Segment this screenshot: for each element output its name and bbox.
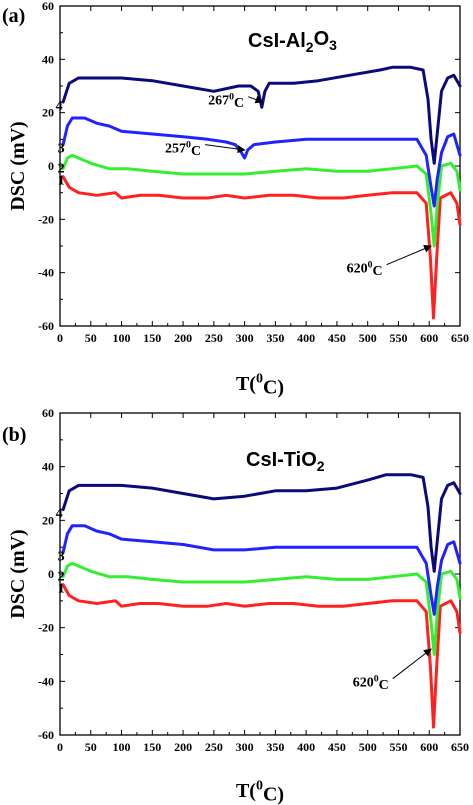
panel-label: (a) <box>2 5 25 27</box>
x-tick-label: 600 <box>420 331 438 345</box>
peak-annotation: 2570C <box>165 139 201 159</box>
plot-frame <box>59 5 461 327</box>
series-line-4 <box>61 473 462 573</box>
annotation-arrow <box>205 144 246 154</box>
x-tick-label: 150 <box>143 740 161 754</box>
y-tick-label: 40 <box>42 460 54 474</box>
x-axis-label: T(0C) <box>236 371 284 398</box>
x-tick-label: 0 <box>57 740 63 754</box>
chart-title: CsI-TiO2 <box>246 449 325 474</box>
y-tick-label: 20 <box>42 106 54 120</box>
x-tick-label: 350 <box>266 740 284 754</box>
x-tick-label: 650 <box>451 740 469 754</box>
peak-annotation: 2670C <box>208 91 244 111</box>
chart-panel-b: 0 50 100 150 200 250 300 350 400 450 500 550 600 650-… <box>2 406 469 754</box>
x-tick-label: 650 <box>451 331 469 345</box>
x-tick-label: 400 <box>297 331 315 345</box>
x-tick-label: 250 <box>205 331 223 345</box>
peak-annotation: 6200C <box>347 259 383 279</box>
chart-panel-a: 0 50 100 150 200 250 300 350 400 450 500 550 600 650-… <box>2 0 469 345</box>
y-axis-label: DSC (mV) <box>7 529 29 618</box>
chart-title: CsI-Al2O3 <box>248 28 337 55</box>
x-tick-label: 300 <box>236 331 254 345</box>
x-tick-label: 50 <box>85 740 97 754</box>
y-tick-label: -40 <box>38 674 54 688</box>
y-tick-label: 20 <box>42 513 54 527</box>
y-tick-label: -40 <box>38 266 54 280</box>
curve-label-2: 2 <box>58 162 65 177</box>
x-tick-label: 250 <box>205 740 223 754</box>
annotation-arrow <box>392 648 432 680</box>
curve-label-1: 1 <box>58 174 65 189</box>
x-tick-label: 550 <box>389 331 407 345</box>
curve-label-1: 1 <box>58 582 65 597</box>
y-tick-label: -20 <box>38 212 54 226</box>
y-axis-label: DSC (mV) <box>7 121 29 210</box>
series-line-1 <box>61 583 462 729</box>
x-tick-label: 100 <box>113 331 131 345</box>
curve-label-3: 3 <box>58 142 65 157</box>
y-tick-label: -20 <box>38 621 54 635</box>
peak-annotation: 6200C <box>353 673 389 693</box>
y-tick-label: 0 <box>48 159 54 173</box>
x-tick-label: 500 <box>359 740 377 754</box>
series-line-4 <box>61 65 462 165</box>
x-tick-label: 100 <box>113 740 131 754</box>
x-tick-label: 500 <box>359 331 377 345</box>
x-tick-label: 450 <box>328 331 346 345</box>
x-tick-label: 300 <box>236 740 254 754</box>
series-line-1 <box>61 175 462 320</box>
curve-label-4: 4 <box>56 507 63 522</box>
annotation-arrow <box>247 95 264 104</box>
panel-label: (b) <box>2 424 26 446</box>
x-tick-label: 400 <box>297 740 315 754</box>
x-tick-label: 550 <box>389 740 407 754</box>
y-tick-label: 40 <box>42 52 54 66</box>
x-tick-label: 200 <box>174 740 192 754</box>
curve-label-4: 4 <box>56 99 63 114</box>
curve-label-2: 2 <box>58 570 65 585</box>
x-tick-label: 350 <box>266 331 284 345</box>
series-line-2 <box>61 561 462 656</box>
y-tick-label: 60 <box>42 406 54 420</box>
x-tick-label: 600 <box>420 740 438 754</box>
y-tick-label: -60 <box>38 728 54 742</box>
series-line-3 <box>61 524 462 616</box>
curve-label-3: 3 <box>58 550 65 565</box>
x-tick-label: 200 <box>174 331 192 345</box>
annotation-arrow <box>386 245 432 266</box>
y-tick-label: 60 <box>42 0 54 13</box>
x-tick-label: 0 <box>57 331 63 345</box>
x-axis-label: T(0C) <box>236 778 284 805</box>
x-tick-label: 450 <box>328 740 346 754</box>
x-tick-label: 150 <box>143 331 161 345</box>
series-line-2 <box>61 153 462 248</box>
x-tick-label: 50 <box>85 331 97 345</box>
series-line-3 <box>61 116 462 208</box>
y-tick-label: -60 <box>38 319 54 333</box>
y-tick-label: 0 <box>48 567 54 581</box>
